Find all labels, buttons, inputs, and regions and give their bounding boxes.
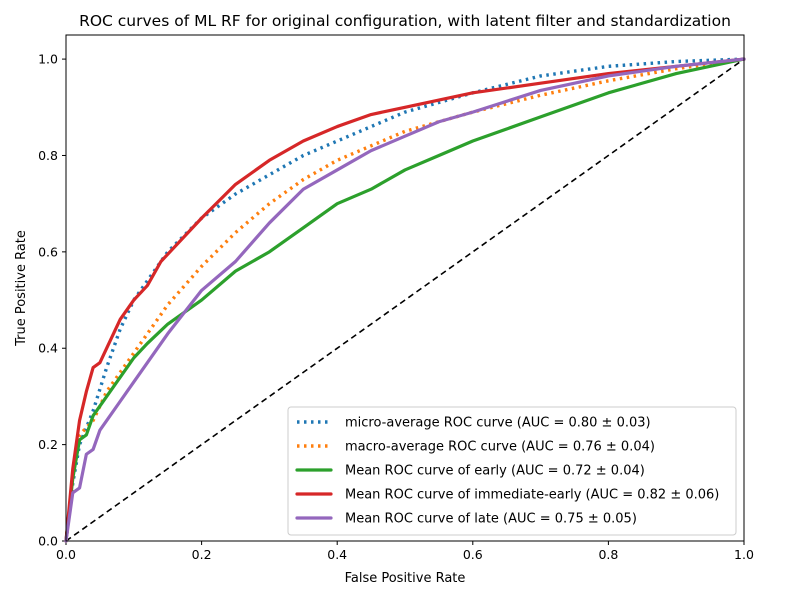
x-axis-label: False Positive Rate bbox=[345, 571, 466, 586]
plot-area bbox=[64, 57, 746, 543]
y-tick-label: 0.8 bbox=[38, 148, 58, 163]
series-line-mean-roc-curve-of-immediate-early bbox=[64, 57, 746, 543]
legend-label-macro-average-roc-curve: macro-average ROC curve (AUC = 0.76 ± 0.… bbox=[345, 440, 655, 455]
y-tick-label: 0.4 bbox=[38, 341, 58, 356]
legend-box bbox=[287, 406, 737, 536]
series-line-mean-roc-curve-of-early bbox=[64, 57, 746, 543]
y-axis-label: True Positive Rate bbox=[14, 230, 29, 347]
x-tick-label: 0.4 bbox=[327, 547, 347, 562]
x-tick-label: 1.0 bbox=[734, 547, 754, 562]
series-line-micro-average-roc-curve bbox=[64, 57, 745, 542]
y-tick-label: 0.0 bbox=[38, 534, 58, 549]
legend-label-mean-roc-curve-of-late: Mean ROC curve of late (AUC = 0.75 ± 0.0… bbox=[345, 512, 637, 527]
y-tick-label: 0.2 bbox=[38, 437, 58, 452]
x-tick-label: 0.2 bbox=[192, 547, 212, 562]
y-axis-ticks: 0.0 0.2 0.4 0.6 0.8 1.0 bbox=[38, 52, 66, 549]
x-tick-label: 0.0 bbox=[56, 547, 76, 562]
x-tick-label: 0.8 bbox=[598, 547, 618, 562]
legend-label-mean-roc-curve-of-early: Mean ROC curve of early (AUC = 0.72 ± 0.… bbox=[345, 464, 645, 479]
chart-title: ROC curves of ML RF for original configu… bbox=[79, 12, 731, 30]
legend: micro-average ROC curve (AUC = 0.80 ± 0.… bbox=[287, 406, 737, 536]
x-axis-ticks: 0.0 0.2 0.4 0.6 0.8 1.0 bbox=[56, 541, 754, 562]
x-tick-label: 0.6 bbox=[463, 547, 483, 562]
y-tick-label: 0.6 bbox=[38, 244, 58, 259]
y-tick-label: 1.0 bbox=[38, 52, 58, 67]
series-line-mean-roc-curve-of-late bbox=[64, 57, 746, 543]
chance-diagonal-line bbox=[65, 58, 745, 542]
legend-label-micro-average-roc-curve: micro-average ROC curve (AUC = 0.80 ± 0.… bbox=[345, 416, 651, 431]
legend-label-mean-roc-curve-of-immediate-early: Mean ROC curve of immediate-early (AUC =… bbox=[345, 488, 719, 503]
plot-frame bbox=[65, 34, 745, 542]
series-line-macro-average-roc-curve bbox=[64, 57, 745, 542]
